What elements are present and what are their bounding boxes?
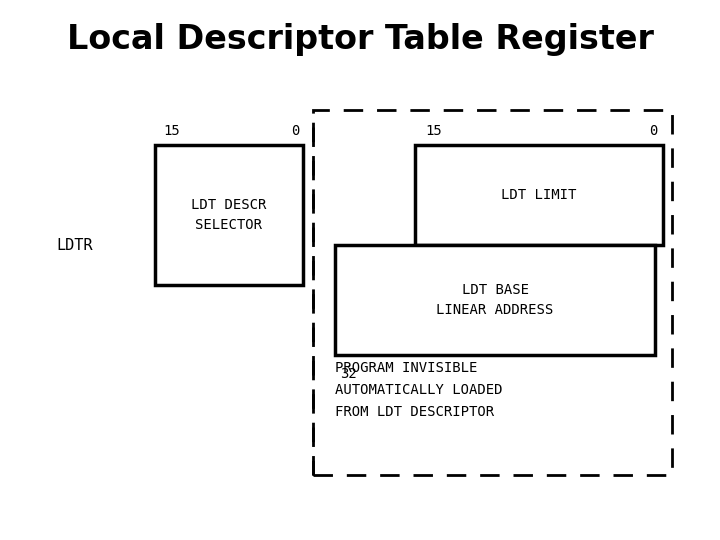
FancyBboxPatch shape bbox=[313, 110, 672, 475]
Text: PROGRAM INVISIBLE
AUTOMATICALLY LOADED
FROM LDT DESCRIPTOR: PROGRAM INVISIBLE AUTOMATICALLY LOADED F… bbox=[335, 361, 503, 419]
Text: 15: 15 bbox=[163, 124, 180, 138]
FancyBboxPatch shape bbox=[335, 245, 655, 355]
Text: LDT DESCR
SELECTOR: LDT DESCR SELECTOR bbox=[192, 198, 266, 232]
Text: 15: 15 bbox=[425, 124, 442, 138]
FancyBboxPatch shape bbox=[415, 145, 663, 245]
Text: Local Descriptor Table Register: Local Descriptor Table Register bbox=[66, 24, 654, 57]
Text: LDT BASE
LINEAR ADDRESS: LDT BASE LINEAR ADDRESS bbox=[436, 283, 554, 318]
Text: 32: 32 bbox=[340, 367, 356, 381]
Text: 0: 0 bbox=[649, 124, 658, 138]
FancyBboxPatch shape bbox=[155, 145, 303, 285]
Text: LDT LIMIT: LDT LIMIT bbox=[501, 188, 577, 202]
Text: LDTR: LDTR bbox=[57, 238, 94, 253]
Text: 0: 0 bbox=[292, 124, 300, 138]
